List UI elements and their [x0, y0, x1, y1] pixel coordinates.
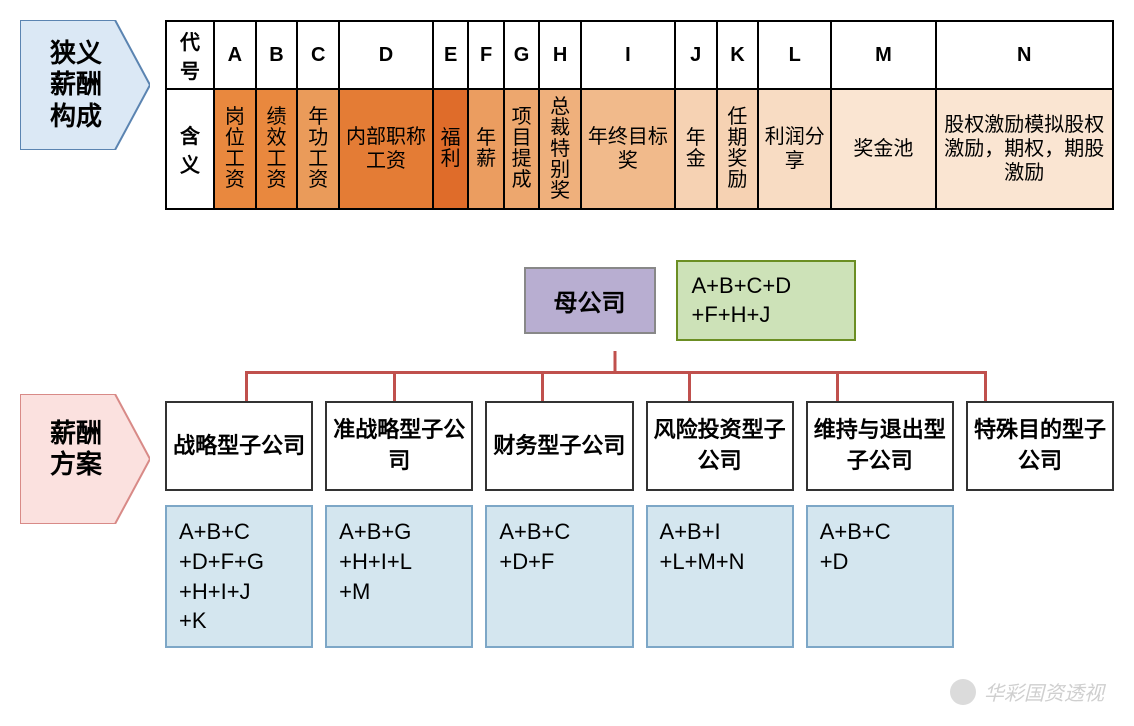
col-code-E: E [433, 21, 468, 89]
child-formula-4: A+B+C+D [806, 505, 954, 648]
child-box-2: 财务型子公司 [485, 401, 633, 491]
meaning-cell-K: 任期奖励 [717, 89, 759, 209]
org-connector [185, 351, 1044, 401]
formula-row: A+B+C+D+F+G+H+I+J+KA+B+G+H+I+L+MA+B+C+D+… [165, 505, 1114, 648]
org-chart: 母公司 A+B+C+D+F+H+J 战略型子公司准战略型子公司财务型子公司风险投… [165, 250, 1114, 648]
children-row: 战略型子公司准战略型子公司财务型子公司风险投资型子公司维持与退出型子公司特殊目的… [165, 401, 1114, 491]
col-code-N: N [936, 21, 1113, 89]
meaning-cell-B: 绩效工资 [256, 89, 298, 209]
child-box-5: 特殊目的型子公司 [966, 401, 1114, 491]
plan-arrow-label: 薪酬方案 [20, 394, 150, 504]
col-code-B: B [256, 21, 298, 89]
meaning-cell-I: 年终目标奖 [581, 89, 675, 209]
col-code-M: M [831, 21, 935, 89]
meaning-cell-D: 内部职称工资 [339, 89, 433, 209]
parent-row: 母公司 A+B+C+D+F+H+J [265, 260, 1114, 341]
col-code-F: F [468, 21, 503, 89]
composition-arrow-label: 狭义薪酬构成 [20, 20, 150, 150]
meaning-cell-N: 股权激励模拟股权激励，期权，期股激励 [936, 89, 1113, 209]
composition-section: 狭义薪酬构成 代号ABCDEFGHIJKLMN 含义岗位工资绩效工资年功工资内部职… [20, 20, 1114, 210]
col-code-C: C [297, 21, 339, 89]
wechat-icon [950, 679, 976, 705]
row-header-code: 代号 [166, 21, 214, 89]
meaning-cell-E: 福利 [433, 89, 468, 209]
child-box-3: 风险投资型子公司 [646, 401, 794, 491]
col-code-I: I [581, 21, 675, 89]
meaning-cell-F: 年薪 [468, 89, 503, 209]
parent-formula-box: A+B+C+D+F+H+J [676, 260, 856, 341]
col-code-A: A [214, 21, 256, 89]
meaning-cell-L: 利润分享 [758, 89, 831, 209]
child-box-1: 准战略型子公司 [325, 401, 473, 491]
plan-section: 薪酬方案 母公司 A+B+C+D+F+H+J 战略型子公司准战略型子公司财务型子… [20, 250, 1114, 648]
child-formula-2: A+B+C+D+F [485, 505, 633, 648]
col-code-J: J [675, 21, 717, 89]
composition-table-wrap: 代号ABCDEFGHIJKLMN 含义岗位工资绩效工资年功工资内部职称工资福利年薪… [165, 20, 1114, 210]
meaning-cell-M: 奖金池 [831, 89, 935, 209]
col-code-D: D [339, 21, 433, 89]
watermark: 华彩国资透视 [950, 677, 1104, 706]
plan-label-text: 薪酬方案 [50, 418, 120, 480]
col-code-K: K [717, 21, 759, 89]
composition-table: 代号ABCDEFGHIJKLMN 含义岗位工资绩效工资年功工资内部职称工资福利年薪… [165, 20, 1114, 210]
col-code-L: L [758, 21, 831, 89]
col-code-G: G [504, 21, 539, 89]
parent-company-box: 母公司 [524, 267, 656, 334]
child-box-0: 战略型子公司 [165, 401, 313, 491]
meaning-cell-H: 总裁特别奖 [539, 89, 581, 209]
watermark-text: 华彩国资透视 [984, 677, 1104, 706]
child-formula-1: A+B+G+H+I+L+M [325, 505, 473, 648]
col-code-H: H [539, 21, 581, 89]
child-box-4: 维持与退出型子公司 [806, 401, 954, 491]
row-header-meaning: 含义 [166, 89, 214, 209]
meaning-cell-C: 年功工资 [297, 89, 339, 209]
composition-label-text: 狭义薪酬构成 [50, 38, 120, 132]
meaning-cell-A: 岗位工资 [214, 89, 256, 209]
meaning-cell-G: 项目提成 [504, 89, 539, 209]
child-formula-0: A+B+C+D+F+G+H+I+J+K [165, 505, 313, 648]
meaning-cell-J: 年金 [675, 89, 717, 209]
child-formula-3: A+B+I+L+M+N [646, 505, 794, 648]
